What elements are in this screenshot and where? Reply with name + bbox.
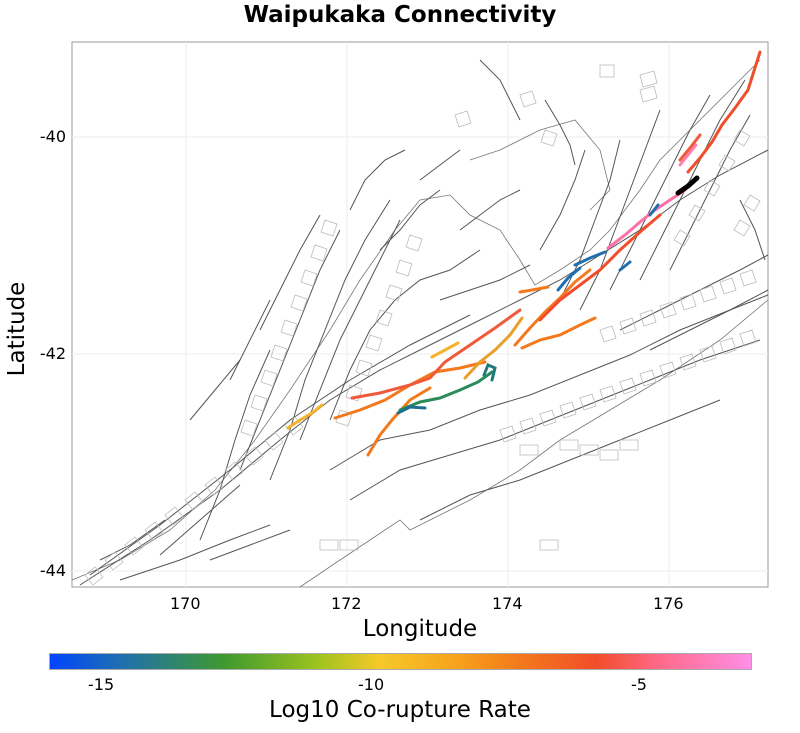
chart-title: Waipukaka Connectivity: [243, 2, 557, 28]
plot-area: [71, 41, 769, 588]
x-axis-label: Longitude: [362, 616, 478, 642]
x-tick-label: 172: [331, 594, 362, 613]
x-tick-label: 174: [492, 594, 523, 613]
corupture-fault: [513, 268, 592, 347]
corupture-fault: [556, 266, 582, 292]
corupture-faults: [286, 50, 762, 457]
x-tick-label: 176: [653, 594, 684, 613]
corupture-fault: [430, 341, 460, 359]
colorbar-tick-label: -15: [88, 675, 115, 694]
colorbar-label: Log10 Co-rupture Rate: [269, 697, 531, 723]
y-tick-label: -40: [39, 127, 66, 146]
y-tick-label: -44: [39, 561, 66, 580]
corupture-fault: [366, 386, 432, 457]
corupture-fault: [396, 405, 427, 415]
corupture-fault: [538, 213, 662, 322]
coastline: [71, 59, 769, 588]
corupture-fault: [678, 133, 702, 162]
background-faults: [79, 59, 769, 586]
target-fault: [675, 175, 700, 196]
y-tick-label: -42: [39, 344, 66, 363]
corupture-fault: [518, 285, 550, 294]
corupture-fault: [573, 250, 607, 267]
y-axis-label: Latitude: [4, 281, 30, 377]
corupture-fault: [606, 188, 687, 250]
corupture-fault: [520, 316, 597, 350]
corupture-fault: [686, 50, 762, 174]
corupture-fault: [618, 260, 632, 272]
x-tick-label: 170: [170, 594, 201, 613]
gridlines: [72, 42, 768, 587]
fault-planes: [84, 64, 761, 586]
corupture-fault: [482, 363, 497, 382]
corupture-fault: [463, 316, 524, 380]
colorbar-tick-label: -10: [358, 675, 385, 694]
corupture-fault: [398, 370, 494, 412]
corupture-fault: [648, 203, 660, 217]
corupture-fault: [678, 143, 698, 167]
colorbar-tick-label: -5: [631, 675, 647, 694]
colorbar: [49, 653, 752, 670]
corupture-fault: [350, 308, 522, 400]
corupture-fault: [286, 403, 324, 430]
